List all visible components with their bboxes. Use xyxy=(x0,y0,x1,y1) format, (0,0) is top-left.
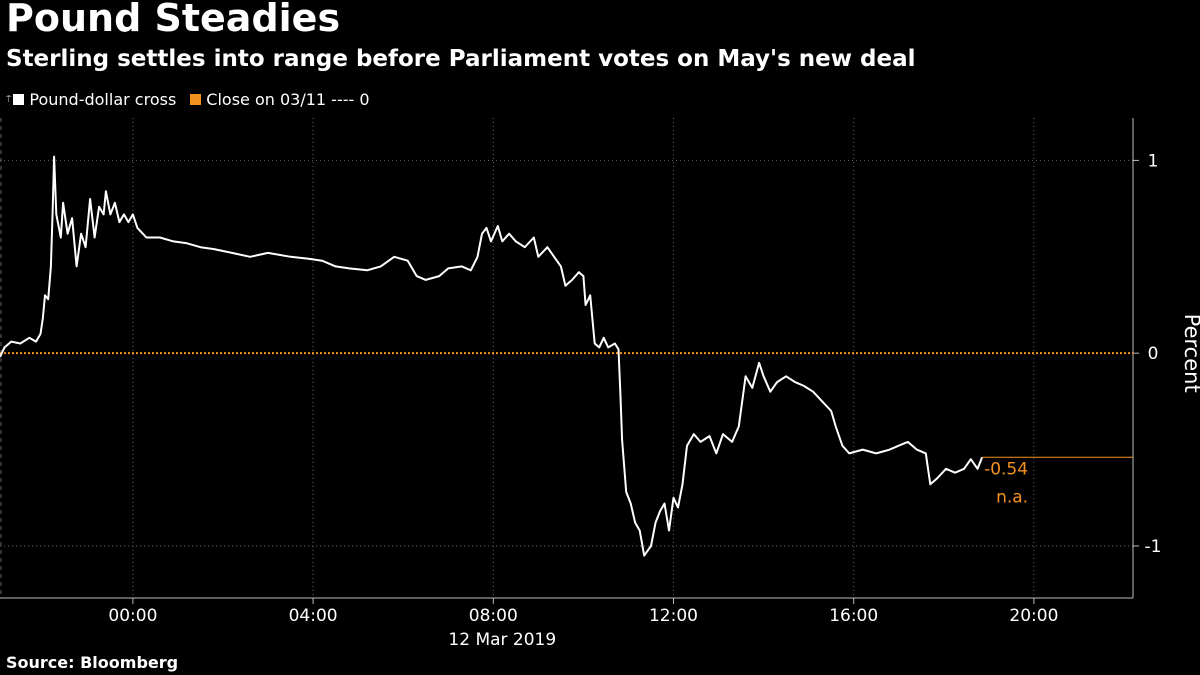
x-tick-label: 20:00 xyxy=(1009,606,1058,626)
legend-label-reference: Close on 03/11 ---- 0 xyxy=(206,90,370,109)
y-tick-label: 1 xyxy=(1148,151,1159,171)
chart-subtitle: Sterling settles into range before Parli… xyxy=(6,46,916,72)
legend-item-series: ⍑ Pound-dollar cross xyxy=(6,90,176,109)
y-axis-label: Percent xyxy=(1180,314,1200,393)
legend-swatch-series xyxy=(13,94,25,105)
series-line-pound-dollar xyxy=(0,155,984,557)
axes xyxy=(0,118,1139,604)
legend-item-reference: Close on 03/11 ---- 0 xyxy=(190,90,370,109)
x-tick-label: 00:00 xyxy=(108,606,157,626)
y-tick-label: -1 xyxy=(1145,537,1162,557)
x-tick-label: 12:00 xyxy=(649,606,698,626)
last-value-note: n.a. xyxy=(996,487,1028,507)
source-note: Source: Bloomberg xyxy=(6,653,179,672)
legend-label-series: Pound-dollar cross xyxy=(29,90,177,109)
last-value-label: -0.54 xyxy=(984,459,1028,479)
gridlines xyxy=(0,118,1133,598)
legend: ⍑ Pound-dollar cross Close on 03/11 ----… xyxy=(6,90,384,109)
y-tick-label: 0 xyxy=(1148,344,1159,364)
pin-icon: ⍑ xyxy=(6,94,12,105)
chart-title: Pound Steadies xyxy=(6,0,341,40)
series-group: -0.54 n.a. xyxy=(0,155,1133,557)
x-tick-label: 08:00 xyxy=(469,606,518,626)
x-tick-label: 04:00 xyxy=(289,606,338,626)
x-axis-label: 12 Mar 2019 xyxy=(448,630,556,650)
x-tick-label: 16:00 xyxy=(829,606,878,626)
axis-labels: 00:00 04:00 08:00 12:00 16:00 20:00 1 0 -1 12 Mar… xyxy=(108,151,1200,650)
legend-swatch-reference xyxy=(190,94,202,105)
